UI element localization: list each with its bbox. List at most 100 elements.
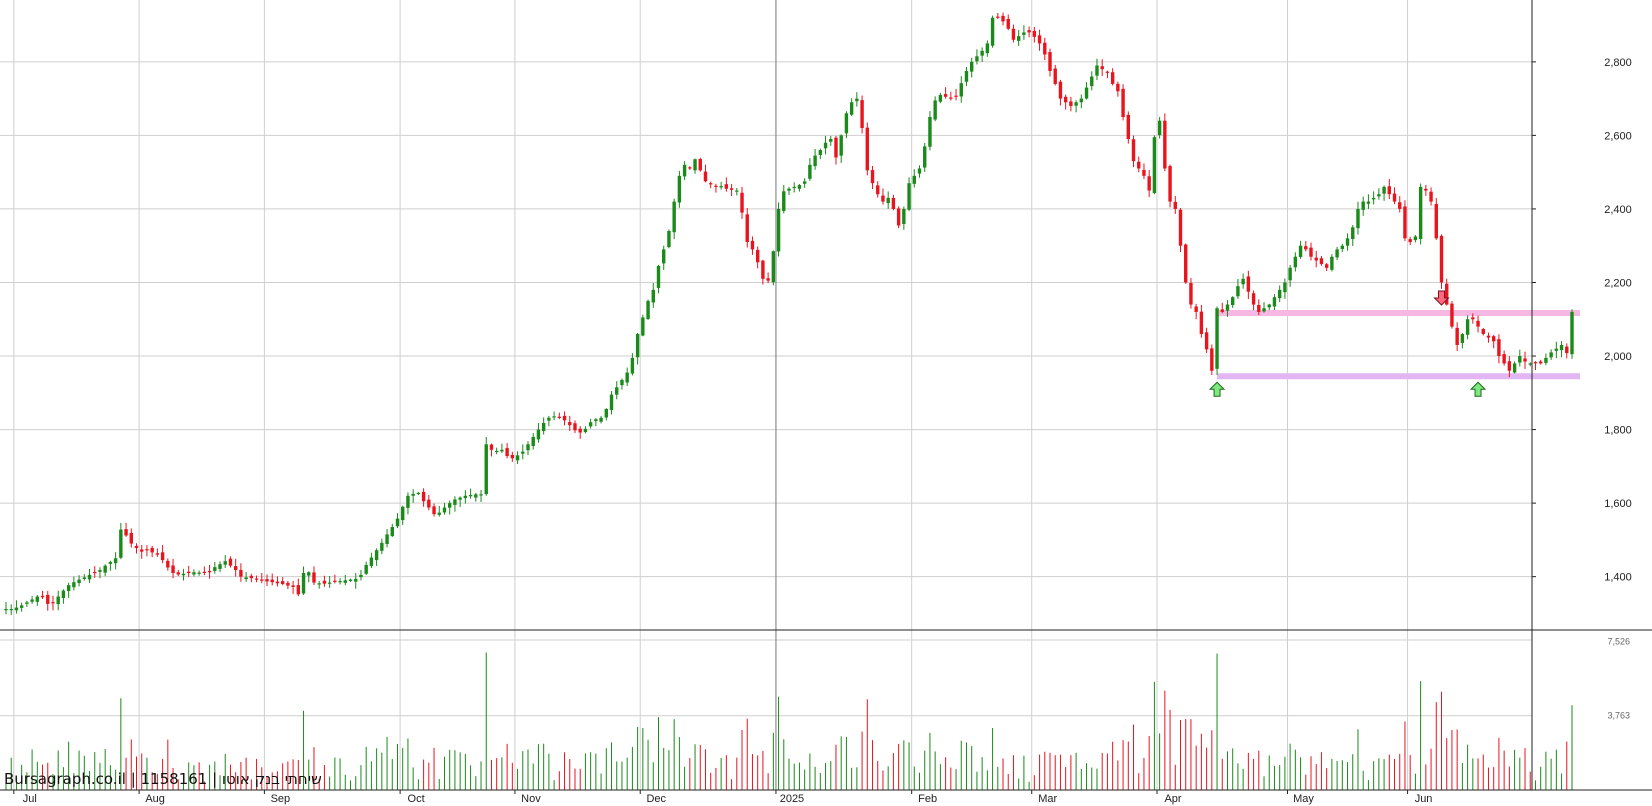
candle-body — [348, 579, 353, 582]
candle-down — [249, 573, 254, 583]
candle-body — [30, 599, 34, 602]
candle-down — [876, 181, 880, 198]
candle-up — [1084, 82, 1089, 100]
candle-body — [917, 168, 922, 174]
candle-body — [818, 150, 823, 155]
candle-body — [1497, 339, 1501, 357]
candle-down — [1251, 290, 1256, 311]
candle-down — [171, 558, 175, 579]
price-tick-label: 2,600 — [1604, 130, 1632, 142]
candle-body — [928, 117, 932, 147]
candle-up — [244, 572, 248, 582]
candle-body — [1298, 245, 1303, 258]
candle-up — [1361, 196, 1365, 216]
candle-up — [536, 422, 541, 443]
candle-body — [1434, 204, 1438, 239]
candle-body — [1105, 71, 1110, 73]
candle-body — [1512, 363, 1517, 373]
candle-down — [834, 135, 838, 165]
candle-up — [1241, 273, 1245, 289]
candle-up — [1559, 341, 1564, 358]
candle-down — [40, 590, 45, 599]
candle-body — [870, 170, 875, 184]
candle-body — [933, 100, 937, 120]
caption-separator-2: | — [207, 770, 222, 788]
candle-up — [56, 590, 60, 611]
security-id: 1158161 — [140, 770, 208, 788]
candle-body — [4, 609, 8, 611]
candle-body — [103, 565, 107, 573]
candlestick-series — [4, 12, 1574, 616]
candle-body — [484, 444, 488, 495]
candle-up — [192, 569, 196, 577]
candle-up — [223, 555, 227, 568]
candle-up — [4, 602, 8, 615]
candle-up — [442, 502, 447, 515]
candle-body — [802, 181, 807, 184]
candle-body — [233, 566, 238, 571]
candle-body — [782, 191, 786, 211]
candle-body — [1121, 88, 1125, 117]
candle-down — [1011, 24, 1016, 43]
candle-up — [66, 582, 71, 598]
candle-body — [416, 492, 421, 495]
candle-body — [1371, 197, 1376, 200]
candle-body — [662, 249, 666, 264]
candle-body — [468, 495, 473, 497]
candle-down — [1445, 278, 1449, 306]
candle-body — [380, 542, 384, 551]
volume-tick-label: 3,763 — [1607, 711, 1630, 721]
candle-up — [103, 564, 107, 577]
candle-body — [834, 137, 838, 158]
candle-up — [646, 299, 650, 320]
candle-body — [630, 357, 635, 374]
candle-up — [411, 489, 415, 503]
candle-body — [1377, 194, 1381, 197]
candle-body — [1523, 358, 1527, 362]
candle-up — [782, 184, 786, 214]
candle-body — [474, 494, 478, 498]
candle-up — [72, 576, 76, 591]
candle-up — [787, 186, 791, 195]
candle-up — [1554, 341, 1559, 359]
candle-body — [359, 574, 363, 578]
candle-up — [594, 417, 598, 427]
candle-down — [1100, 59, 1104, 76]
candle-down — [1173, 196, 1177, 214]
candle-body — [82, 577, 86, 579]
candle-up — [113, 552, 118, 570]
candle-down — [1304, 241, 1308, 252]
candle-up — [197, 570, 201, 576]
candle-down — [239, 563, 243, 582]
candle-body — [296, 585, 301, 595]
candle-up — [526, 441, 530, 456]
candle-body — [66, 585, 71, 592]
candle-body — [1424, 188, 1428, 191]
candle-body — [14, 607, 19, 611]
candle-up — [641, 314, 645, 337]
candle-up — [35, 594, 40, 606]
candle-down — [1204, 327, 1209, 354]
candle-body — [223, 561, 227, 565]
candle-up — [19, 602, 24, 612]
candle-down — [1053, 64, 1057, 86]
candle-body — [541, 422, 546, 431]
candle-body — [218, 564, 222, 569]
candle-up — [615, 381, 619, 400]
candle-up — [1528, 362, 1532, 367]
candle-down — [1481, 327, 1485, 336]
candle-body — [280, 581, 285, 585]
candle-body — [876, 185, 880, 195]
candle-body — [651, 289, 655, 303]
candle-body — [1392, 193, 1397, 202]
candle-body — [1001, 15, 1005, 22]
candle-down — [1126, 111, 1130, 144]
candle-body — [677, 175, 682, 203]
candle-up — [61, 589, 66, 604]
candle-down — [155, 548, 160, 557]
candle-up — [390, 523, 394, 537]
candle-body — [1095, 65, 1099, 76]
candle-down — [1027, 26, 1031, 38]
candle-body — [860, 100, 864, 129]
candle-down — [1507, 356, 1512, 378]
